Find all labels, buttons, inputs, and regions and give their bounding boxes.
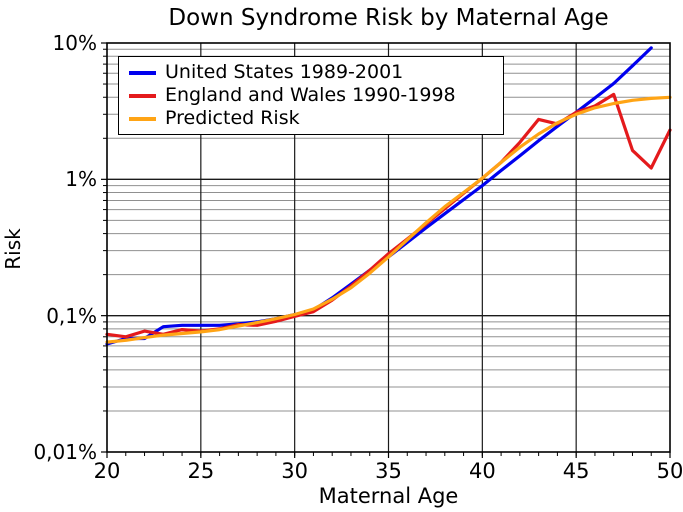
y-axis-label: Risk [1,228,25,270]
plot-frame [106,42,671,453]
legend-line-swatch [129,93,156,98]
x-tick-label: 30 [281,459,309,483]
legend-label: United States 1989-2001 [165,61,404,83]
y-tick-label: 0,01% [33,440,97,464]
series-line-2 [105,95,672,344]
y-tick-label: 0,1% [46,303,97,328]
legend-item: Predicted Risk [129,107,495,130]
legend-line-swatch [129,116,156,121]
legend-item: England and Wales 1990-1998 [129,84,495,107]
x-tick-label: 20 [93,459,121,483]
x-tick-label: 25 [187,459,215,483]
x-tick-label: 50 [656,459,683,483]
legend-label: Predicted Risk [165,107,300,129]
legend-label: England and Wales 1990-1998 [165,84,456,106]
x-tick-label: 40 [468,459,496,483]
x-tick-label: 45 [562,459,590,483]
x-tick-label: 35 [375,459,402,483]
y-tick-label: 1% [65,167,97,192]
legend-item: United States 1989-2001 [129,61,495,84]
x-axis-label: Maternal Age [318,484,459,508]
chart-title: Down Syndrome Risk by Maternal Age [168,5,609,31]
y-tick-label: 10% [52,31,97,55]
legend: United States 1989-2001 England and Wales… [118,56,504,135]
legend-line-swatch [129,70,156,75]
